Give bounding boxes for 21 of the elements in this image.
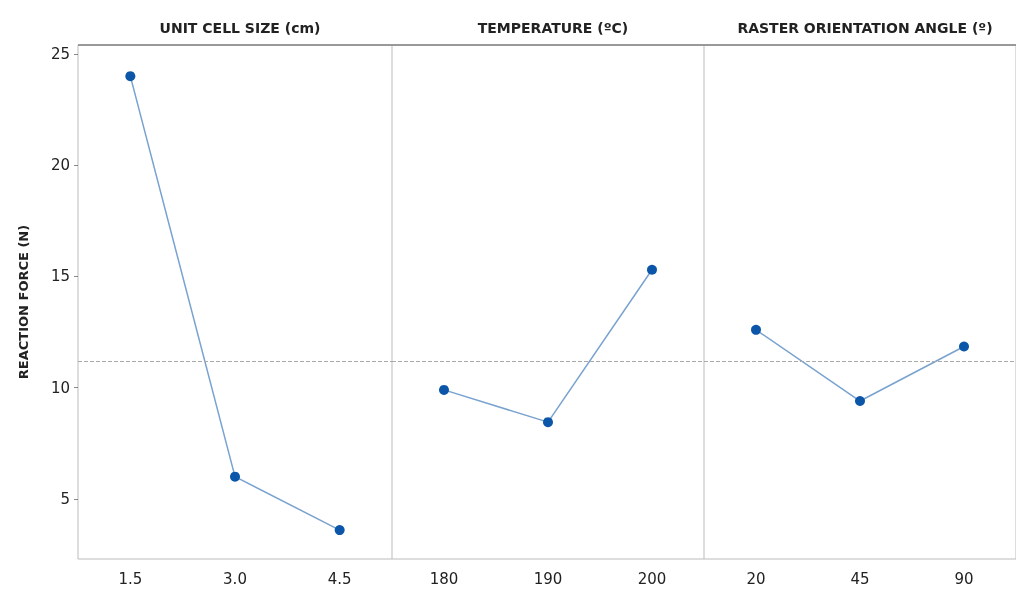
y-axis-title: REACTION FORCE (N) bbox=[16, 224, 31, 380]
y-tick-label: 25 bbox=[50, 44, 70, 63]
x-tick-label: 1.5 bbox=[118, 569, 143, 588]
point bbox=[334, 525, 345, 536]
point bbox=[230, 471, 240, 482]
x-tick-label: 20 bbox=[746, 569, 766, 588]
x-tick-label: 45 bbox=[850, 569, 870, 588]
y-tick-label: 5 bbox=[60, 489, 70, 508]
x-tick-label: 4.5 bbox=[327, 569, 352, 588]
y-tick-label: 15 bbox=[50, 267, 70, 286]
x-tick-label: 180 bbox=[429, 569, 459, 588]
chart-title: UNIT CELL SIZE (cm) bbox=[159, 20, 321, 36]
y-tick-label: 20 bbox=[50, 156, 70, 175]
x-tick-label: 3.0 bbox=[223, 569, 247, 588]
y-tick-label: 10 bbox=[50, 378, 70, 397]
x-tick-label: 90 bbox=[954, 569, 974, 588]
chart-title: RASTER ORIENTATION ANGLE (º) bbox=[737, 20, 993, 36]
x-tick-label: 200 bbox=[637, 569, 667, 588]
x-tick-label: 190 bbox=[533, 569, 563, 588]
point bbox=[125, 71, 136, 82]
chart-title: TEMPERATURE (ºC) bbox=[477, 20, 629, 36]
